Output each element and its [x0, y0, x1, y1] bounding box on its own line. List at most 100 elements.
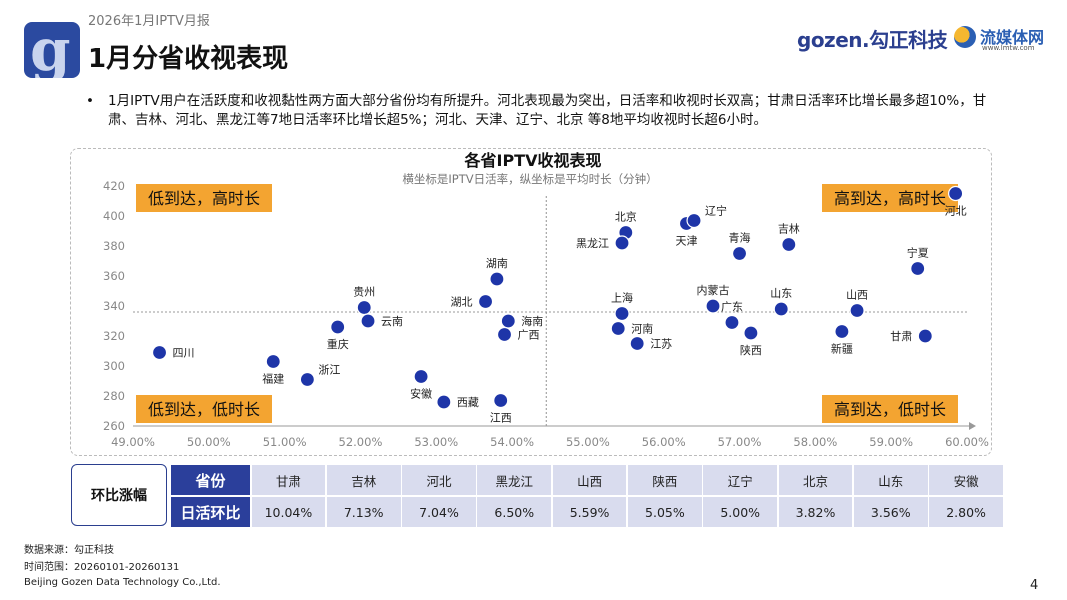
data-point-label: 宁夏 — [907, 246, 929, 260]
x-tick-label: 53.00% — [414, 435, 458, 449]
data-point-label: 河北 — [945, 205, 967, 218]
data-point — [910, 260, 926, 277]
table-header-key: 省份 — [171, 465, 250, 495]
data-point — [356, 299, 372, 316]
report-name: 2026年1月IPTV月报 — [88, 14, 210, 29]
data-point — [496, 326, 513, 343]
data-point-label: 贵州 — [353, 286, 375, 299]
y-tick-label: 260 — [103, 419, 125, 433]
data-point-label: 甘肃 — [890, 330, 912, 343]
table-value-cell: 5.05% — [628, 497, 702, 527]
chart-frame — [70, 148, 992, 456]
table-value-key: 日活环比 — [171, 497, 250, 527]
x-tick-label: 49.00% — [111, 435, 155, 449]
lmtw-logo-icon — [954, 26, 976, 48]
y-tick-label: 380 — [103, 239, 125, 253]
data-point — [477, 293, 494, 310]
data-point-label: 海南 — [521, 314, 543, 328]
table-value-cell: 2.80% — [929, 497, 1003, 527]
data-point-label: 安徽 — [410, 387, 432, 401]
data-point — [834, 323, 850, 340]
data-point — [629, 335, 645, 352]
data-point-label: 山东 — [770, 287, 792, 300]
data-point — [500, 313, 516, 329]
table-province-cell: 北京 — [778, 465, 853, 495]
table-row-title: 环比涨幅 — [71, 464, 167, 526]
table-province-cell: 河北 — [402, 465, 476, 495]
summary-paragraph: • 1月IPTV用户在活跃度和收视黏性两方面大部分省份均有所提升。河北表现最为突… — [86, 92, 1006, 130]
x-tick-label: 54.00% — [490, 435, 534, 449]
data-point-label: 北京 — [615, 210, 637, 224]
quadrant-label-box — [822, 395, 958, 423]
data-point — [724, 314, 740, 331]
x-tick-label: 56.00% — [642, 435, 686, 449]
data-point-label: 辽宁 — [705, 204, 727, 218]
table-province-cell: 辽宁 — [703, 465, 778, 495]
table-province-cell: 安徽 — [929, 465, 1003, 495]
data-point — [493, 392, 509, 409]
company-name: Beijing Gozen Data Technology Co.,Ltd. — [24, 577, 221, 588]
data-point — [705, 298, 721, 314]
table-value-cell: 5.59% — [552, 497, 627, 527]
data-point — [614, 305, 630, 322]
x-tick-label: 52.00% — [339, 435, 383, 449]
quadrant-label-top-right: 高到达，高时长 — [834, 189, 946, 208]
data-point — [781, 236, 797, 253]
data-point-label: 四川 — [173, 347, 195, 360]
data-point-label: 浙江 — [318, 364, 340, 377]
data-point-label: 内蒙古 — [697, 283, 730, 297]
data-point — [360, 313, 376, 329]
bullet-icon: • — [86, 93, 94, 109]
quadrant-label-bottom-left: 低到达，低时长 — [148, 400, 260, 419]
data-point-label: 天津 — [675, 235, 697, 248]
chart-subtitle: 横坐标是IPTV日活率，纵坐标是平均时长（分钟） — [402, 172, 657, 186]
table-province-cell: 山东 — [853, 465, 928, 495]
data-point — [773, 301, 789, 317]
y-tick-label: 300 — [103, 359, 125, 373]
data-point — [489, 271, 505, 287]
x-tick-label: 59.00% — [869, 435, 913, 449]
table-province-cell: 吉林 — [326, 465, 401, 495]
data-point — [731, 245, 748, 262]
x-axis-arrow-icon — [969, 422, 976, 430]
gozen-logo-icon: g — [24, 22, 80, 78]
table-value-cell: 5.00% — [703, 497, 778, 527]
table-value-cell: 7.13% — [326, 497, 401, 527]
table-value-cell: 6.50% — [477, 497, 552, 527]
quadrant-label-top-left: 低到达，高时长 — [148, 189, 260, 208]
data-point-label: 江苏 — [650, 338, 672, 351]
y-tick-label: 420 — [103, 179, 125, 193]
table-value-cell: 7.04% — [402, 497, 476, 527]
data-point-label: 广西 — [518, 329, 540, 342]
data-point-label: 西藏 — [457, 396, 479, 409]
data-point — [330, 319, 346, 335]
y-tick-label: 340 — [103, 299, 125, 313]
data-point — [743, 325, 759, 341]
x-tick-label: 51.00% — [263, 435, 307, 449]
data-source: 数据来源：勾正科技 — [24, 545, 114, 556]
quadrant-label-box — [136, 395, 272, 423]
lmtw-brand-url: www.lmtw.com — [982, 44, 1035, 52]
quadrant-label-box — [822, 184, 958, 212]
table-province-cell: 陕西 — [628, 465, 702, 495]
table-province-cell: 甘肃 — [251, 465, 326, 495]
x-tick-label: 58.00% — [793, 435, 837, 449]
data-point — [948, 185, 964, 202]
x-tick-label: 60.00% — [945, 435, 989, 449]
data-point — [413, 368, 429, 385]
data-point — [686, 212, 702, 229]
data-point-label: 陕西 — [740, 343, 762, 357]
y-tick-label: 360 — [103, 269, 125, 283]
table-province-cell: 山西 — [552, 465, 627, 495]
data-point-label: 重庆 — [327, 337, 349, 351]
data-point — [849, 302, 865, 319]
quadrant-label-bottom-right: 高到达，低时长 — [834, 400, 946, 419]
data-point — [151, 344, 168, 361]
table-value-cell: 10.04% — [251, 497, 326, 527]
data-point-label: 河南 — [631, 323, 653, 336]
data-point — [299, 371, 315, 388]
x-tick-label: 50.00% — [187, 435, 231, 449]
lmtw-brand-name: 流媒体网 — [980, 28, 1045, 47]
data-point-label: 新疆 — [831, 342, 853, 356]
